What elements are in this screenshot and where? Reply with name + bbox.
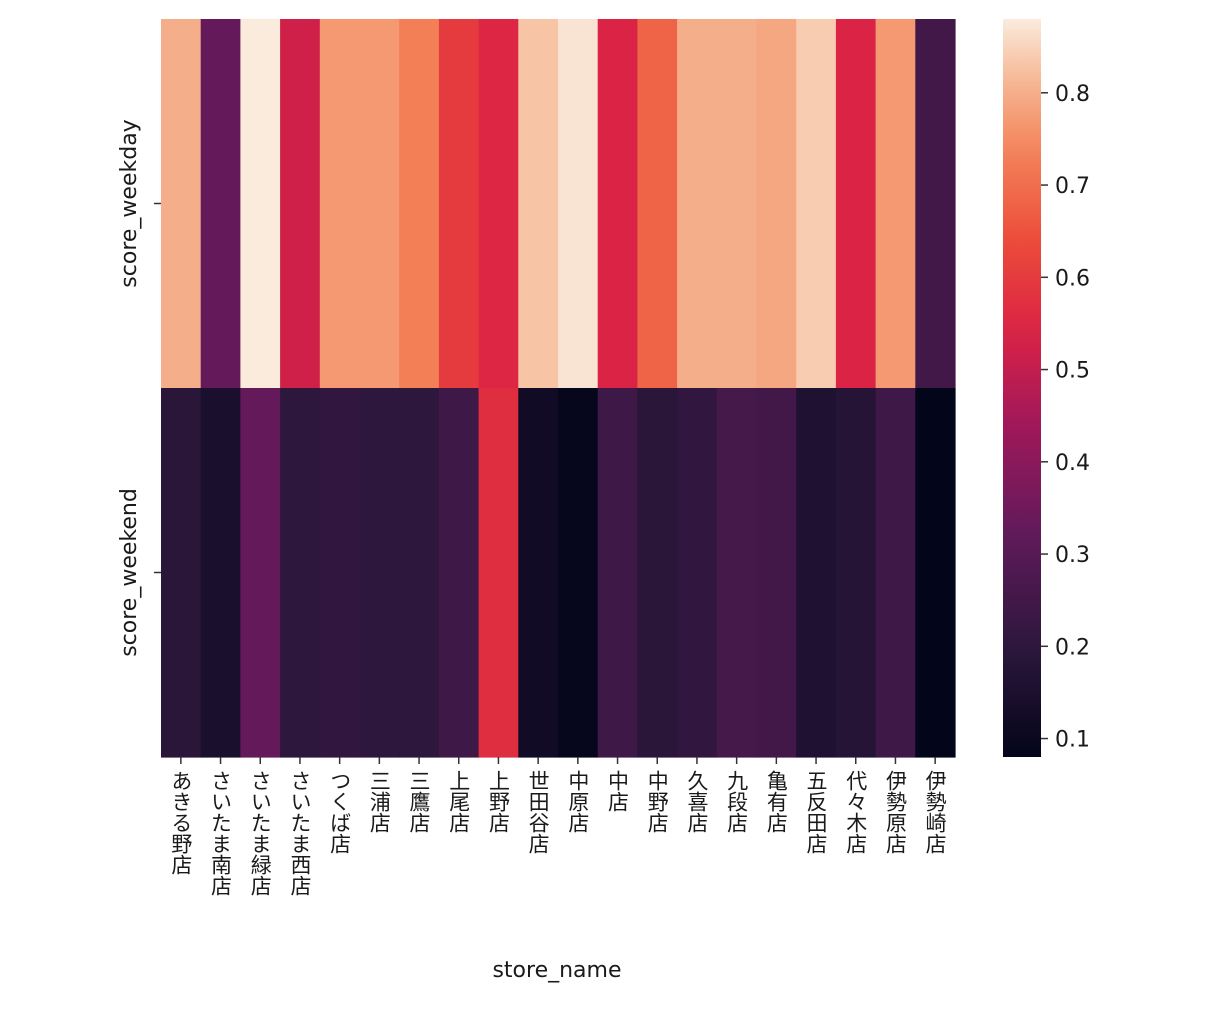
heatmap-cell <box>319 388 361 758</box>
colorbar-tick-label: 0.1 <box>1055 728 1090 753</box>
colorbar-tick-label: 0.8 <box>1055 82 1090 107</box>
colorbar-ticks: 0.1 0.2 0.3 0.4 0.5 0.6 0.7 0.8 <box>1041 82 1090 753</box>
heatmap-cell <box>835 19 877 389</box>
x-tick-label: 五反田店 <box>804 770 828 854</box>
heatmap-cell <box>796 388 837 758</box>
heatmap-cell <box>677 388 718 758</box>
heatmap-cell <box>875 388 916 758</box>
heatmap-cell <box>359 19 400 389</box>
heatmap-cell <box>915 388 956 758</box>
heatmap-cells <box>161 19 956 758</box>
x-tick-label: 中原店 <box>566 770 590 833</box>
heatmap-cell <box>240 19 281 389</box>
heatmap-cell <box>835 388 877 758</box>
heatmap-cell <box>240 388 281 758</box>
x-tick-label: 九段店 <box>725 770 749 833</box>
heatmap-cell <box>161 388 202 758</box>
heatmap-cell <box>200 388 241 758</box>
heatmap-cell <box>558 388 599 758</box>
heatmap-cell <box>796 19 837 389</box>
heatmap-cell <box>478 388 519 758</box>
heatmap-cell <box>438 19 480 389</box>
x-axis-ticks: あきる野店 さいたま南店 さいたま緑店 さいたま西店 つくば店 三浦店 三鷹店 上尾店 上野店世… <box>169 757 947 896</box>
x-axis-label: store_name <box>492 958 621 983</box>
heatmap-cell <box>597 19 638 389</box>
heatmap-cell <box>637 388 678 758</box>
heatmap-cell <box>200 19 241 389</box>
x-tick-label: 伊勢崎店 <box>923 770 947 854</box>
heatmap-cell <box>518 388 559 758</box>
heatmap-cell <box>478 19 519 389</box>
colorbar-tick-label: 0.6 <box>1055 266 1090 291</box>
x-tick-label: あきる野店 <box>169 770 193 875</box>
x-tick-label: 三浦店 <box>367 770 391 833</box>
y-tick-label: score_weekend <box>117 488 142 657</box>
x-tick-label: つくば店 <box>328 770 352 854</box>
heatmap-cell <box>716 388 758 758</box>
heatmap-cell <box>597 388 638 758</box>
x-tick-label: さいたま南店 <box>209 770 233 896</box>
heatmap-cell <box>518 19 559 389</box>
colorbar-tick-label: 0.7 <box>1055 174 1090 199</box>
heatmap-cell <box>161 19 202 389</box>
colorbar: 0.1 0.2 0.3 0.4 0.5 0.6 0.7 0.8 <box>1003 19 1090 757</box>
heatmap-cell <box>756 19 797 389</box>
heatmap-cell <box>756 388 797 758</box>
x-tick-label: 中店 <box>606 770 630 812</box>
heatmap-cell <box>280 19 321 389</box>
heatmap-cell <box>399 388 440 758</box>
heatmap-cell <box>438 388 480 758</box>
heatmap-cell <box>558 19 599 389</box>
colorbar-tick-label: 0.2 <box>1055 635 1090 660</box>
x-tick-label: 中野店 <box>645 770 669 833</box>
x-tick-label: 久喜店 <box>685 770 709 833</box>
heatmap-cell <box>637 19 678 389</box>
colorbar-gradient <box>1003 19 1041 757</box>
x-tick-label: 上尾店 <box>447 770 471 833</box>
colorbar-tick-label: 0.3 <box>1055 543 1090 568</box>
heatmap-cell <box>677 19 718 389</box>
y-tick-label: score_weekday <box>117 119 142 287</box>
x-tick-label: 上野店 <box>486 770 510 833</box>
colorbar-tick-label: 0.4 <box>1055 451 1090 476</box>
x-tick-label: 世田谷店 <box>526 770 550 854</box>
heatmap-cell <box>319 19 361 389</box>
heatmap-cell <box>399 19 440 389</box>
heatmap-cell <box>716 19 758 389</box>
x-tick-label: 三鷹店 <box>407 770 431 833</box>
x-tick-label: 伊勢原店 <box>883 770 907 854</box>
heatmap-cell <box>280 388 321 758</box>
y-axis-ticks: score_weekday score_weekend <box>117 119 161 657</box>
heatmap-cell <box>359 388 400 758</box>
heatmap-cell <box>875 19 916 389</box>
colorbar-tick-label: 0.5 <box>1055 359 1090 384</box>
x-tick-label: 代々木店 <box>844 770 868 854</box>
x-tick-label: さいたま緑店 <box>248 770 272 896</box>
x-tick-label: さいたま西店 <box>288 770 312 896</box>
heatmap-cell <box>915 19 956 389</box>
x-tick-label: 亀有店 <box>764 770 788 833</box>
